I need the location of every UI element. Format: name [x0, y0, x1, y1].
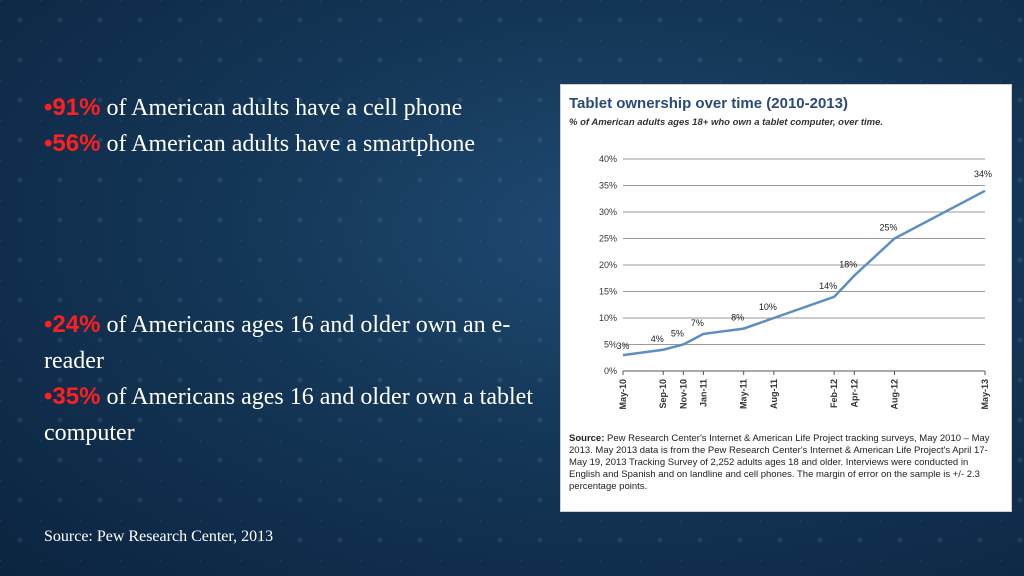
x-tick-label: May-13 [980, 379, 990, 410]
x-tick-label: Sep-10 [658, 379, 668, 409]
slide-source: Source: Pew Research Center, 2013 [44, 528, 274, 545]
line-chart: 40% 35% 30% 25% 20% 15% 10% 5% 0%May-10 Sep-10 Nov… [599, 154, 992, 410]
chart-panel: Tablet ownership over time (2010-2013) %… [560, 84, 1012, 512]
data-label: 10% [759, 302, 777, 312]
chart-title: Tablet ownership over time (2010-2013) [569, 95, 848, 112]
chart-source-note: Source: Pew Research Center's Internet &… [569, 433, 990, 492]
data-label: 3% [616, 341, 629, 351]
y-tick-label: 10% [599, 313, 617, 323]
y-tick-label: 40% [599, 154, 617, 164]
bullet-e-reader: •24% of Americans ages 16 and older own … [44, 311, 511, 374]
x-tick-label: Aug-11 [769, 379, 779, 409]
y-tick-label: 35% [599, 181, 617, 191]
y-tick-label: 30% [599, 207, 617, 217]
data-label: 18% [839, 260, 857, 270]
data-label: 4% [651, 334, 664, 344]
stat-highlight: 35% [52, 383, 101, 410]
data-label: 25% [879, 223, 897, 233]
x-tick-label: May-10 [618, 379, 628, 410]
data-label: 5% [671, 329, 684, 339]
x-tick-label: Nov-10 [678, 379, 688, 409]
data-label: 34% [974, 169, 992, 179]
bullet-block-phones: •91% of American adults have a cell phon… [44, 90, 544, 162]
y-tick-label: 0% [604, 366, 617, 376]
y-tick-label: 15% [599, 287, 617, 297]
bullet-smartphone: •56% of American adults have a smartphon… [44, 130, 475, 157]
x-tick-label: Apr-12 [849, 379, 859, 408]
stat-highlight: 91% [52, 94, 101, 121]
series-line [622, 189, 986, 357]
data-label: 14% [819, 281, 837, 291]
data-label: 8% [731, 313, 744, 323]
y-tick-label: 5% [604, 340, 617, 350]
chart-subtitle: % of American adults ages 18+ who own a … [569, 117, 884, 128]
x-tick-label: May-11 [739, 379, 749, 409]
bullet-block-devices: •24% of Americans ages 16 and older own … [44, 307, 544, 451]
stat-highlight: 56% [52, 130, 101, 157]
x-tick-label: Jan-11 [698, 379, 708, 407]
y-tick-label: 20% [599, 260, 617, 270]
bullet-tablet: •35% of Americans ages 16 and older own … [44, 383, 533, 446]
data-label: 7% [691, 318, 704, 328]
stat-highlight: 24% [52, 311, 101, 338]
bullet-cell-phone: •91% of American adults have a cell phon… [44, 94, 463, 121]
x-tick-label: Feb-12 [829, 379, 839, 408]
x-tick-label: Aug-12 [890, 379, 900, 410]
y-tick-label: 25% [599, 234, 617, 244]
